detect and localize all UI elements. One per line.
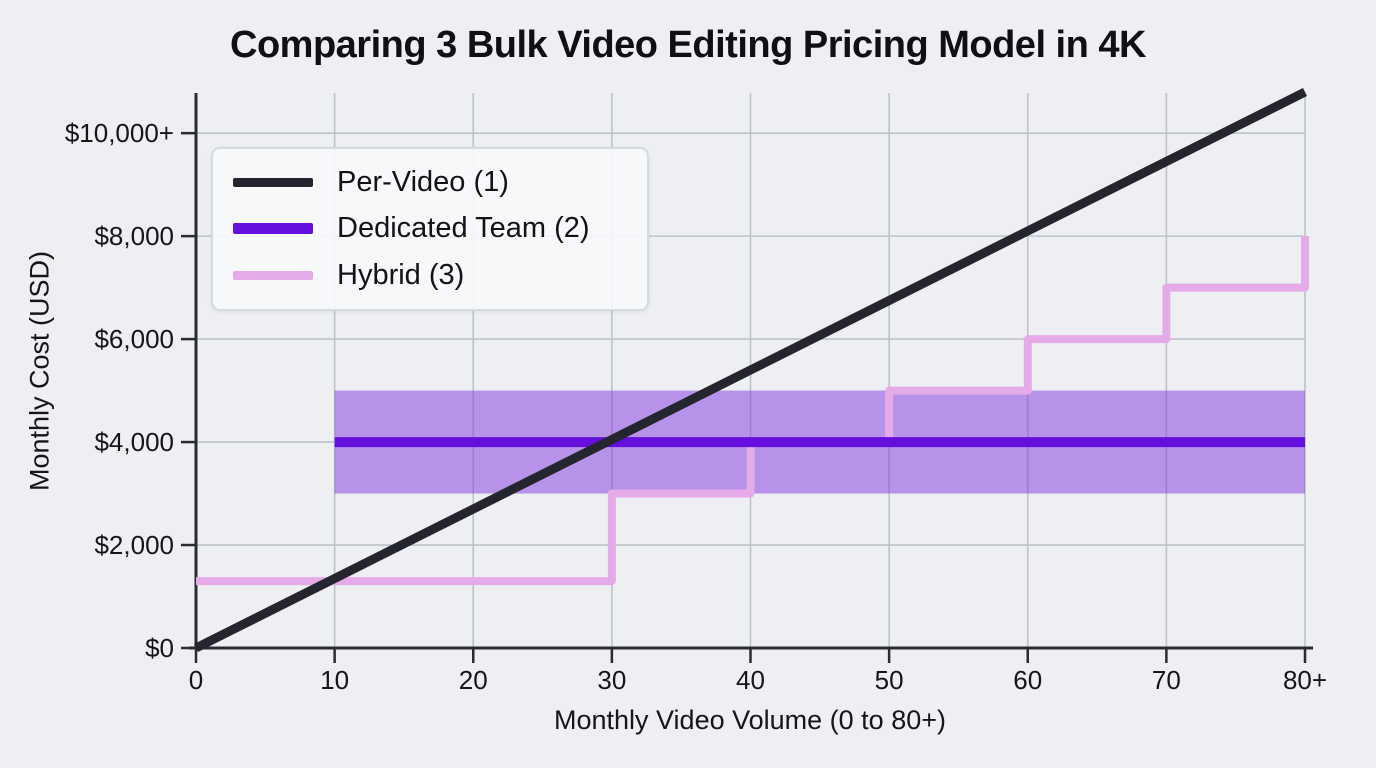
x-tick-label: 60 — [1013, 665, 1042, 695]
x-axis-title: Monthly Video Volume (0 to 80+) — [554, 705, 946, 735]
series-per-video-1 — [193, 87, 1308, 653]
x-tick-label: 10 — [320, 665, 349, 695]
y-tick-label: $8,000 — [94, 221, 174, 251]
legend-label-hybrid: Hybrid (3) — [337, 259, 465, 292]
x-tick-label: 40 — [736, 665, 765, 695]
y-tick-label: $2,000 — [94, 530, 174, 560]
legend-item-dedicated-team: Dedicated Team (2) — [233, 212, 647, 245]
y-tick-label: $0 — [145, 633, 174, 663]
legend-swatch-dedicated-team — [233, 223, 313, 235]
y-tick-label: $6,000 — [94, 324, 174, 354]
x-tick-label: 50 — [875, 665, 904, 695]
x-tick-label: 80+ — [1283, 665, 1327, 695]
x-tick-label: 20 — [459, 665, 488, 695]
x-tick-label: 70 — [1152, 665, 1181, 695]
legend-item-hybrid: Hybrid (3) — [233, 259, 647, 292]
legend-swatch-per-video — [233, 177, 313, 187]
chart-title: Comparing 3 Bulk Video Editing Pricing M… — [230, 24, 1146, 66]
x-tick-label: 30 — [597, 665, 626, 695]
x-tick-label: 0 — [189, 665, 203, 695]
legend-label-dedicated-team: Dedicated Team (2) — [337, 212, 590, 245]
legend: Per-Video (1) Dedicated Team (2) Hybrid … — [211, 147, 649, 311]
y-tick-label: $10,000+ — [65, 118, 174, 148]
legend-swatch-hybrid — [233, 271, 313, 281]
y-axis-title: Monthly Cost (USD) — [24, 250, 55, 492]
legend-label-per-video: Per-Video (1) — [337, 165, 509, 198]
y-tick-label: $4,000 — [94, 427, 174, 457]
legend-item-per-video: Per-Video (1) — [233, 166, 647, 199]
series-hybrid-3 — [196, 236, 1309, 586]
